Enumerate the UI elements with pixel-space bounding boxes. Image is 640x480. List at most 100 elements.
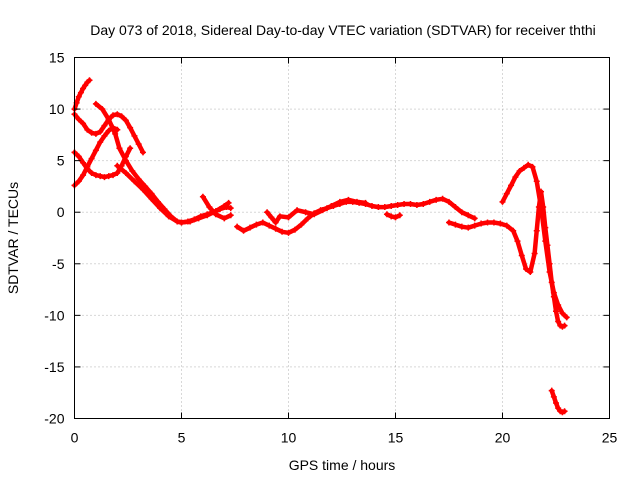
data-point-marker [199,193,206,200]
data-point-marker [555,318,562,325]
data-point-marker [542,238,549,245]
data-point-marker [86,77,93,84]
data-point-marker [253,221,260,228]
data-point-marker [129,167,136,174]
data-point-marker [529,163,536,170]
axis-ticks [74,57,610,419]
data-point-marker [563,314,570,321]
data-point-marker [311,211,318,218]
data-point-marker [187,218,194,225]
data-point-marker [92,172,99,179]
data-point-marker [304,215,311,222]
data-point-marker [118,113,125,120]
data-point-marker [88,170,95,177]
data-point-marker [375,204,382,211]
data-point-marker [92,130,99,137]
data-point-marker [533,227,540,234]
data-point-marker [401,200,408,207]
x-tick-label: 20 [495,430,511,446]
data-point-marker [490,219,497,226]
series-arc-1 [71,77,93,113]
data-point-marker [452,204,459,211]
data-point-marker [139,186,146,193]
data-point-marker [465,224,472,231]
data-point-marker [80,172,87,179]
y-tick-labels: -20 -15 -10 -5 0 5 10 15 [44,50,64,427]
data-point-marker [127,145,134,152]
data-point-marker [478,220,485,227]
data-point-marker [97,139,104,146]
data-point-marker [294,207,301,214]
data-point-marker [110,172,117,179]
data-point-marker [92,147,99,154]
data-point-marker [523,265,530,272]
x-tick-labels: 0 5 10 15 20 25 [71,430,618,446]
data-point-marker [279,228,286,235]
data-point-marker [221,215,228,222]
data-point-marker [272,219,279,226]
data-point-marker [446,219,452,226]
data-point-marker [204,212,211,219]
x-tick-label: 10 [281,430,297,446]
data-point-marker [264,209,271,216]
data-point-marker [550,393,557,400]
data-point-marker [538,204,545,211]
series-arc-12 [499,161,570,321]
data-point-marker [503,190,510,197]
x-axis-title: GPS time / hours [289,457,396,473]
data-point-marker [458,209,465,216]
series-arc-7 [199,193,234,222]
data-point-marker [388,203,395,210]
data-point-marker [227,212,234,219]
data-point-marker [131,132,138,139]
x-tick-label: 25 [602,430,618,446]
data-point-marker [514,238,521,245]
data-point-marker [80,85,87,92]
data-point-marker [555,302,562,309]
data-point-marker [484,219,491,226]
data-point-marker [381,204,388,211]
data-point-marker [302,209,309,216]
data-point-marker [142,183,149,190]
data-point-marker [548,387,555,394]
data-point-marker [206,204,213,211]
data-point-marker [407,200,414,207]
data-point-marker [116,145,123,152]
data-point-marker [80,159,87,166]
y-axis-title: SDTVAR / TECUs [5,182,21,294]
data-point-marker [353,198,360,205]
x-tick-label: 15 [388,430,404,446]
data-point-marker [413,201,420,208]
data-point-marker [84,163,91,170]
data-point-marker [559,310,566,317]
data-point-marker [84,126,91,133]
data-point-marker [92,100,99,107]
grid [74,57,610,419]
data-point-marker [99,106,106,113]
data-point-marker [276,213,283,220]
data-point-marker [499,198,506,205]
data-point-marker [452,221,459,228]
data-point-marker [77,89,84,96]
y-tick-label: 0 [57,204,65,220]
data-point-marker [471,215,478,222]
data-point-marker [105,116,112,123]
data-point-marker [555,405,562,412]
data-point-marker [75,93,82,100]
data-point-marker [82,82,89,89]
data-point-marker [139,149,146,156]
data-point-marker [135,176,142,183]
data-point-marker [75,153,82,160]
y-tick-label: 5 [57,153,65,169]
data-point-marker [426,198,433,205]
plot-frame [74,57,610,419]
y-tick-label: 10 [49,101,65,117]
data-point-marker [525,161,532,168]
data-point-marker [362,199,369,206]
data-point-marker [533,178,540,185]
data-point-marker [148,195,155,202]
data-point-marker [394,201,401,208]
data-point-marker [272,225,279,232]
data-point-marker [553,400,559,407]
